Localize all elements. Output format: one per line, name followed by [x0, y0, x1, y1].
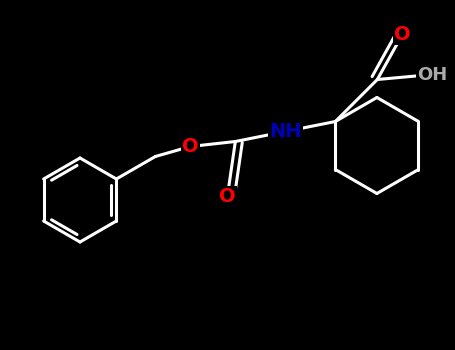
- Text: NH: NH: [269, 122, 302, 141]
- Text: OH: OH: [417, 65, 447, 84]
- Text: O: O: [219, 187, 236, 206]
- Text: O: O: [394, 25, 411, 44]
- Text: O: O: [182, 137, 199, 156]
